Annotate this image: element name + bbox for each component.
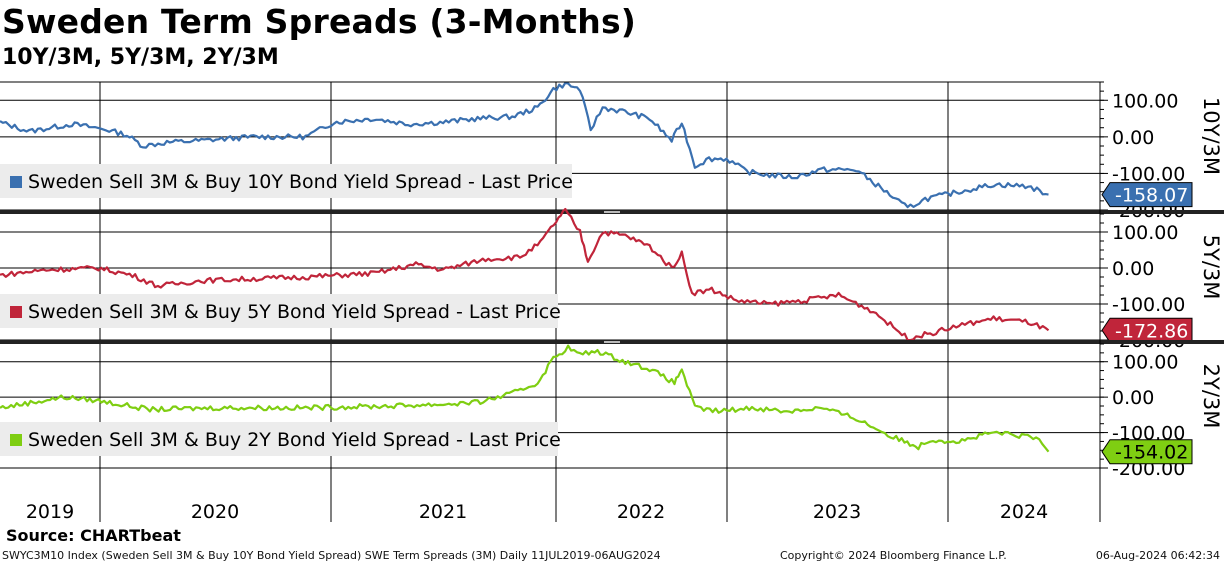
year-label: 2023 [813, 501, 861, 523]
chart-title: Sweden Term Spreads (3-Months) [2, 2, 637, 41]
footer-timestamp: 06-Aug-2024 06:42:34 [1095, 549, 1220, 562]
series-line [0, 344, 1050, 453]
legend-label: Sweden Sell 3M & Buy 5Y Bond Yield Sprea… [28, 301, 561, 323]
y-axis-title: 10Y/3M [1199, 97, 1223, 175]
y-tick-label: 100.00 [1112, 90, 1178, 112]
y-tick-label: -100.00 [1112, 423, 1185, 445]
legend-box [0, 294, 558, 328]
legend-label: Sweden Sell 3M & Buy 2Y Bond Yield Sprea… [28, 429, 561, 451]
last-value-label: -154.02 [1115, 442, 1188, 464]
y-tick-label: 0.00 [1112, 127, 1154, 149]
y-tick-label: 0.00 [1112, 387, 1154, 409]
footer-copyright: Copyright© 2024 Bloomberg Finance L.P. [780, 549, 1007, 562]
legend-box [0, 164, 572, 198]
year-label: 2024 [1000, 501, 1048, 523]
separator-handle [604, 211, 620, 213]
separator-handle [604, 341, 620, 343]
legend-label: Sweden Sell 3M & Buy 10Y Bond Yield Spre… [28, 171, 573, 193]
series-line [0, 81, 1049, 209]
y-axis-title: 2Y/3M [1199, 364, 1223, 429]
last-value-label: -172.86 [1115, 320, 1188, 342]
legend-swatch [10, 434, 22, 446]
year-label: 2021 [419, 501, 467, 523]
last-value-tag [1101, 182, 1193, 208]
legend-swatch [10, 306, 22, 318]
legend-swatch [10, 176, 22, 188]
y-tick-label: -100.00 [1112, 294, 1185, 316]
y-axis-title: 5Y/3M [1199, 235, 1223, 300]
year-label: 2022 [617, 501, 665, 523]
y-tick-label: 100.00 [1112, 222, 1178, 244]
y-tick-label: 0.00 [1112, 258, 1154, 280]
chart-subtitle: 10Y/3M, 5Y/3M, 2Y/3M [2, 45, 279, 70]
last-value-label: -158.07 [1115, 185, 1188, 207]
series-line [0, 207, 1050, 342]
source-label: Source: CHARTbeat [6, 526, 181, 545]
footer-description: SWYC3M10 Index (Sweden Sell 3M & Buy 10Y… [2, 549, 661, 562]
year-label: 2019 [26, 501, 74, 523]
last-value-tag [1101, 439, 1193, 465]
y-tick-label: -100.00 [1112, 163, 1185, 185]
legend-box [0, 422, 558, 456]
year-label: 2020 [191, 501, 239, 523]
y-tick-label: 100.00 [1112, 352, 1178, 374]
